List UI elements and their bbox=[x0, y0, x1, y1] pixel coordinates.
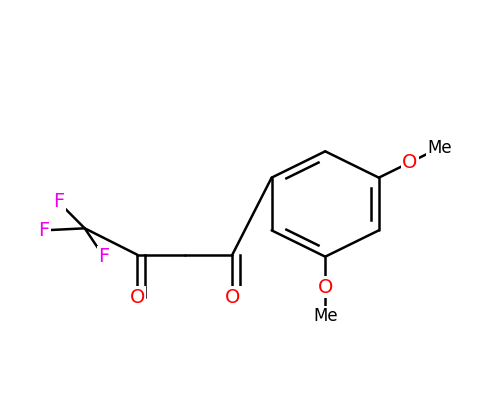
Text: Me: Me bbox=[313, 307, 338, 325]
Text: F: F bbox=[53, 193, 64, 211]
Text: O: O bbox=[129, 288, 145, 307]
Text: F: F bbox=[39, 221, 50, 240]
Text: Me: Me bbox=[427, 139, 452, 157]
Text: O: O bbox=[225, 288, 240, 307]
Text: F: F bbox=[98, 247, 109, 266]
Text: O: O bbox=[402, 153, 418, 172]
Text: O: O bbox=[318, 277, 333, 297]
